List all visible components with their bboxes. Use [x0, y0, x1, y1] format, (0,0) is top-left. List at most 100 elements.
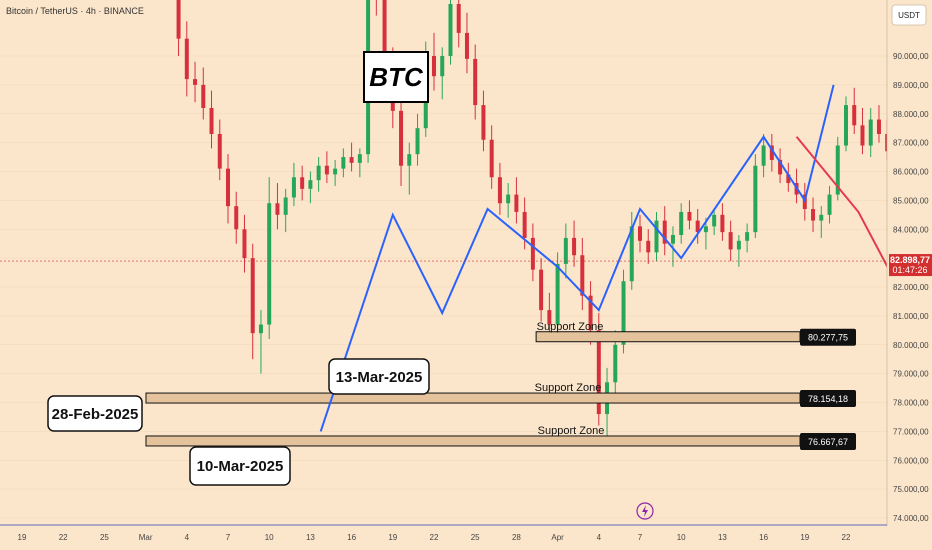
currency-button-label[interactable]: USDT	[898, 11, 920, 20]
candle-body	[827, 194, 832, 215]
time-tick-label: Apr	[551, 533, 564, 542]
candle-body	[432, 56, 436, 77]
callout-10-mar-text: 10-Mar-2025	[197, 458, 284, 475]
candle-body	[382, 0, 387, 71]
candle-body	[456, 4, 461, 33]
price-tick-label: 80.000,00	[893, 341, 929, 350]
callout-10-mar: 10-Mar-2025	[189, 446, 291, 486]
candle-body	[357, 154, 362, 163]
candle-body	[514, 194, 519, 212]
candle-body	[522, 211, 527, 238]
callout-28-feb: 28-Feb-2025	[47, 395, 143, 432]
candle-body	[703, 226, 708, 233]
candle-body	[868, 119, 873, 146]
callout-13-mar-text: 13-Mar-2025	[336, 369, 423, 386]
time-tick-label: 22	[842, 533, 851, 542]
time-tick-label: 19	[18, 533, 27, 542]
candle-body	[811, 209, 816, 221]
candle-body	[621, 281, 626, 345]
candle-body	[209, 107, 214, 134]
candle-body	[530, 237, 535, 270]
price-tick-label: 75.000,00	[893, 485, 929, 494]
candle-body	[506, 194, 511, 204]
price-tick-label: 74.000,00	[893, 514, 929, 523]
candle-body	[275, 203, 280, 215]
candle-body	[852, 105, 857, 126]
candle-body	[638, 226, 642, 241]
callout-13-mar: 13-Mar-2025	[328, 358, 430, 395]
candle-body	[745, 232, 750, 241]
price-tick-label: 82.000,00	[893, 283, 929, 292]
currency-button[interactable]: USDT	[891, 4, 927, 26]
time-tick-label: 28	[512, 533, 521, 542]
candle-body	[588, 295, 593, 331]
candle-body	[448, 4, 453, 56]
candle-body	[844, 105, 848, 146]
time-tick-label: 25	[100, 533, 109, 542]
candle-body	[547, 310, 552, 325]
current-price-value: 82.898,77	[890, 255, 930, 265]
candle-body	[267, 203, 272, 325]
candle-body	[234, 206, 239, 230]
candle-body	[613, 344, 618, 383]
candle-body	[440, 56, 445, 77]
price-tick-label: 81.000,00	[893, 312, 929, 321]
candle-body	[349, 157, 354, 163]
candle-body	[736, 240, 741, 250]
lightning-icon[interactable]	[636, 502, 654, 520]
candle-body	[217, 133, 222, 169]
candle-body	[819, 214, 824, 221]
candle-body	[769, 145, 774, 160]
time-tick-label: 13	[306, 533, 315, 542]
price-tick-label: 78.000,00	[893, 399, 929, 408]
candle-body	[399, 110, 404, 166]
candle-body	[184, 38, 189, 80]
support-zone-band	[145, 392, 801, 404]
candle-body	[646, 240, 651, 253]
candle-body	[291, 177, 296, 198]
candle-body	[407, 154, 412, 166]
candle-body	[679, 211, 684, 236]
btc-logo-text: BTC	[369, 62, 424, 92]
candle-body	[753, 165, 758, 233]
support-zone-band	[145, 435, 801, 447]
time-tick-label: 19	[388, 533, 397, 542]
price-tick-label: 76.000,00	[893, 456, 929, 465]
time-tick-label: 22	[430, 533, 439, 542]
candle-body	[629, 226, 634, 282]
price-tick-label: 88.000,00	[893, 110, 929, 119]
candle-body	[316, 165, 321, 181]
candle-body	[695, 220, 700, 233]
candle-body	[415, 128, 420, 155]
time-tick-label: 10	[265, 533, 274, 542]
time-tick-label: Mar	[139, 533, 153, 542]
time-tick-label: 16	[759, 533, 768, 542]
candle-body	[176, 0, 181, 39]
callout-28-feb-text: 28-Feb-2025	[52, 406, 139, 423]
candle-body	[761, 145, 766, 166]
candle-body	[497, 177, 502, 204]
candle-body	[720, 214, 725, 233]
candle-body	[464, 32, 469, 59]
price-tick-label: 84.000,00	[893, 225, 929, 234]
candle-body	[473, 58, 478, 106]
candle-body	[728, 232, 733, 250]
candle-body	[324, 165, 329, 175]
candle-body	[876, 119, 881, 134]
candle-body	[283, 197, 288, 215]
time-tick-label: 19	[800, 533, 809, 542]
support-zone-price-label: 78.154,18	[808, 394, 848, 404]
time-tick-label: 10	[677, 533, 686, 542]
candle-body	[300, 177, 305, 189]
candle-body	[654, 220, 659, 253]
support-zone-price-tag	[800, 432, 856, 450]
candle-body	[563, 237, 568, 264]
candle-body	[835, 145, 840, 195]
candle-body	[250, 258, 255, 334]
price-tick-label: 77.000,00	[893, 427, 929, 436]
candle-body	[662, 220, 667, 244]
time-tick-label: 16	[347, 533, 356, 542]
candle-body	[712, 214, 717, 227]
